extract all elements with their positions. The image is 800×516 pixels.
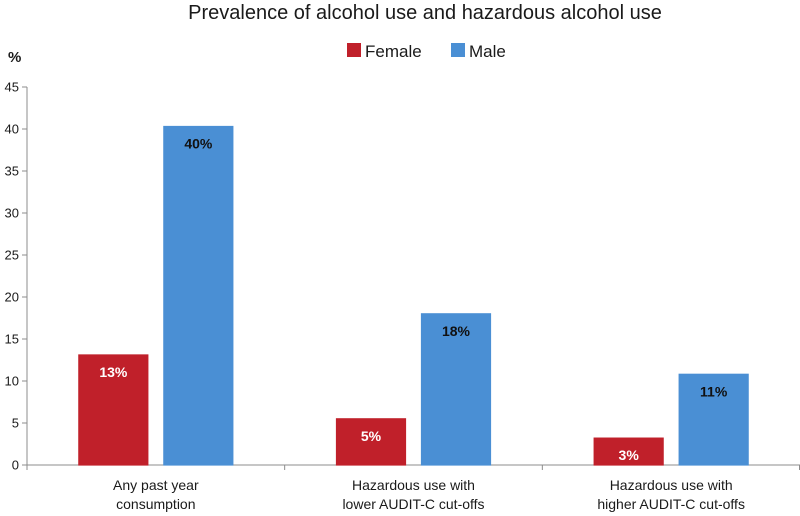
legend-label: Male <box>469 42 506 61</box>
x-axis: Any past year consumption Hazardous use wi… <box>26 464 800 512</box>
y-tick-label: 35 <box>5 164 19 179</box>
y-tick-label: 0 <box>12 458 19 473</box>
bar-female <box>593 437 664 466</box>
data-label: 5% <box>361 428 382 444</box>
legend-swatch <box>451 43 465 57</box>
y-tick-label: 10 <box>5 374 19 389</box>
y-tick-label: 25 <box>5 248 19 263</box>
y-tick-label: 30 <box>5 206 19 221</box>
bars <box>78 125 749 466</box>
legend-label: Female <box>365 42 422 61</box>
data-label: 11% <box>700 383 728 399</box>
chart-title: Prevalence of alcohol use and hazardous … <box>188 2 662 24</box>
data-labels: 13% 40% 5% 18% 3% 11% <box>99 135 728 463</box>
bar-male <box>420 313 492 466</box>
y-axis: 0 5 10 15 20 25 30 35 40 45 <box>5 80 28 473</box>
x-category-label: Any past year consumption <box>113 477 199 512</box>
x-category-label: Hazardous use with higher AUDIT-C cut-off… <box>597 477 745 512</box>
bar-male <box>163 125 234 466</box>
y-axis-label: % <box>8 49 21 66</box>
y-tick-label: 5 <box>12 416 19 431</box>
y-tick-label: 15 <box>5 332 19 347</box>
x-category-label: Hazardous use with lower AUDIT-C cut-offs <box>342 477 484 512</box>
data-label: 40% <box>184 135 213 151</box>
y-tick-label: 40 <box>5 122 19 137</box>
bar-female <box>78 354 149 466</box>
y-tick-label: 45 <box>5 80 19 95</box>
y-tick-label: 20 <box>5 290 19 305</box>
legend-swatch <box>347 43 361 57</box>
data-label: 18% <box>442 323 471 339</box>
data-label: 3% <box>619 447 640 463</box>
legend: Female Male <box>347 42 506 61</box>
data-label: 13% <box>99 364 128 380</box>
bar-male <box>678 373 749 466</box>
bar-female <box>335 418 407 466</box>
